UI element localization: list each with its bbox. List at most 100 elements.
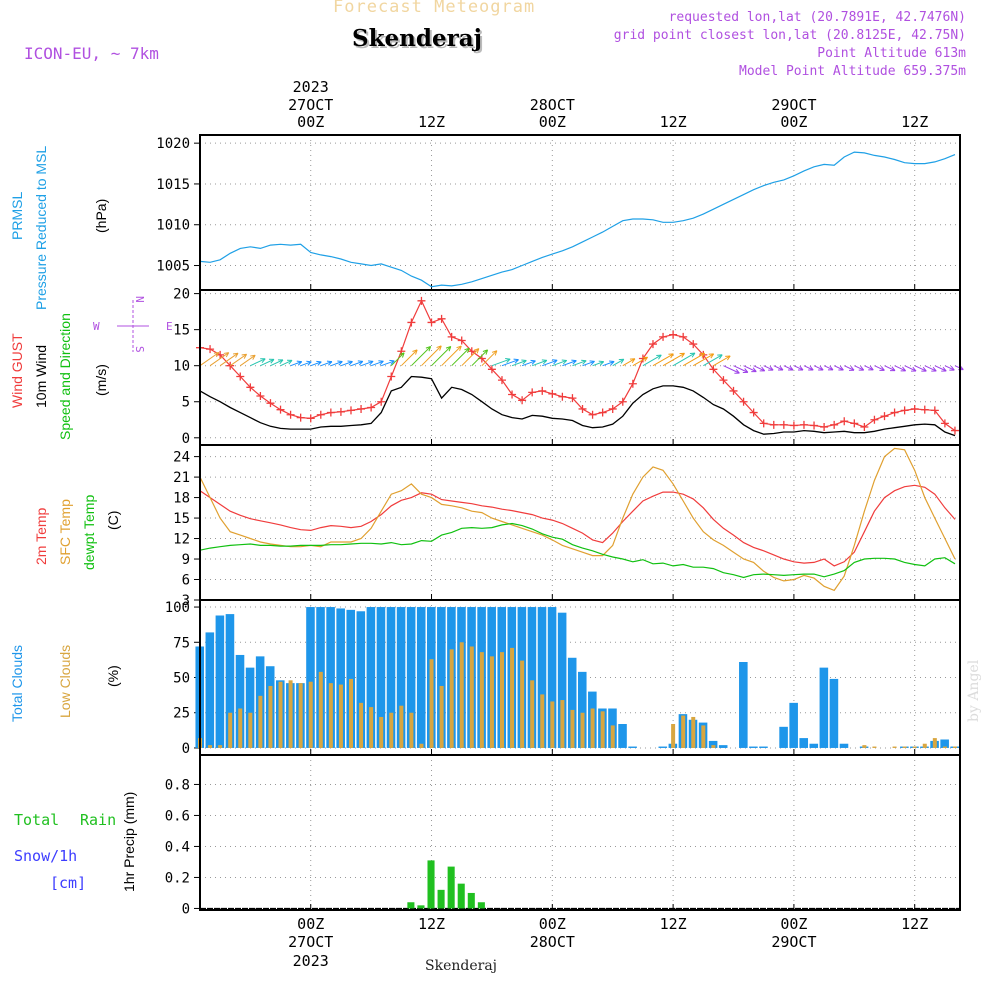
wind-direction-arrow	[562, 360, 577, 367]
wind-direction-arrow	[833, 365, 844, 371]
low-cloud-bar	[520, 660, 525, 748]
wind-direction-arrow	[411, 346, 431, 367]
rain-bar	[437, 889, 445, 909]
low-cloud-bar	[540, 694, 545, 748]
top-hour-label: 00Z	[539, 113, 566, 131]
compass-north: N	[133, 296, 146, 303]
wind-direction-arrow	[340, 361, 353, 367]
wind-direction-arrow	[632, 356, 648, 367]
wind-direction-arrow	[280, 359, 293, 367]
wind-direction-arrow	[733, 365, 749, 373]
gust-marker	[508, 390, 517, 399]
gust-marker	[236, 372, 245, 381]
total-cloud-bar	[799, 738, 809, 748]
wind-arrow-head	[561, 359, 568, 365]
total-cloud-bar	[215, 615, 225, 748]
wind-direction-arrow	[582, 360, 595, 367]
gust-marker	[316, 410, 325, 419]
wind-direction-arrow	[682, 352, 705, 367]
wind-arrow-head	[879, 366, 885, 371]
wind-direction-arrow	[270, 359, 284, 367]
wind-arrow-head	[425, 345, 432, 352]
total-cloud-bar	[245, 667, 255, 748]
wind-arrow-head	[296, 360, 303, 366]
gust-label: Wind GUST	[9, 333, 25, 408]
wind-direction-arrow	[944, 365, 955, 371]
wind-direction-arrow	[481, 350, 498, 367]
low-cloud-bar	[922, 743, 927, 748]
low-cloud-label: Low Clouds	[57, 645, 73, 718]
wind-arrow-head	[921, 366, 927, 372]
total-cloud-bar	[789, 702, 798, 748]
precip-unit: 1hr Precip (mm)	[121, 792, 137, 892]
wind-direction-arrow	[703, 354, 723, 367]
wind-direction-arrow	[854, 365, 864, 371]
wind-arrow-head	[742, 368, 749, 373]
gust-marker	[558, 392, 567, 401]
y-tick-label: 9	[182, 552, 190, 568]
y-tick-label: 20	[173, 287, 190, 303]
low-cloud-bar	[560, 700, 565, 748]
bottom-hour-label: 00Z	[297, 915, 324, 933]
wind-direction-arrow	[572, 360, 587, 367]
top-hour-label: 12Z	[418, 113, 445, 131]
wind-direction-arrow	[471, 349, 488, 367]
wind-arrow-head	[598, 360, 605, 366]
wind-direction-arrow	[400, 349, 418, 367]
gust-marker	[518, 396, 527, 405]
gust-marker	[940, 419, 949, 428]
wind-direction-arrow	[723, 365, 740, 374]
gust-marker	[789, 421, 798, 430]
gust-marker	[326, 408, 335, 417]
precip-snow-label: Snow/1h	[14, 847, 77, 865]
gust-marker	[548, 389, 557, 398]
gust-marker	[387, 372, 396, 381]
gust-marker	[538, 386, 547, 395]
footer-location: Skenderaj	[425, 958, 498, 974]
wind-direction-arrow	[532, 359, 547, 367]
wind-direction-arrow	[783, 365, 794, 371]
gust-marker	[860, 422, 869, 431]
wind-arrow-head	[900, 366, 907, 372]
low-cloud-bar	[691, 716, 696, 748]
wind-arrow-head	[717, 354, 723, 360]
wind-direction-arrow	[260, 358, 275, 367]
wind-direction-arrow	[542, 359, 558, 367]
y-tick-label: 100	[165, 600, 190, 616]
y-tick-label: 1010	[156, 218, 190, 234]
gust-marker	[689, 340, 698, 349]
total-cloud-bar	[326, 607, 335, 748]
wind-direction-arrow	[642, 354, 662, 367]
low-cloud-bar	[550, 701, 555, 748]
wind-unit: (m/s)	[93, 364, 109, 396]
low-cloud-bar	[711, 745, 716, 748]
low-cloud-bar	[369, 707, 374, 748]
wind-arrow-head	[223, 352, 230, 358]
wind-direction-arrow	[451, 347, 470, 367]
gust-marker	[528, 388, 537, 397]
wind-arrow-head	[541, 359, 548, 365]
total-cloud-bar	[396, 607, 406, 748]
gust-marker	[256, 391, 265, 400]
total-cloud-bar	[819, 667, 829, 748]
total-cloud-bar	[406, 607, 416, 748]
wind-arrow-head	[911, 366, 917, 372]
wind-arrow-head	[306, 360, 312, 366]
low-cloud-bar	[419, 743, 424, 748]
location-title: Skenderaj	[352, 25, 482, 52]
low-cloud-bar	[208, 745, 213, 748]
gust-marker	[779, 420, 788, 429]
gust-marker	[377, 397, 386, 406]
wind-direction-arrow	[421, 345, 442, 367]
total-cloud-bar	[940, 739, 949, 748]
top-hour-label: 00Z	[297, 113, 324, 131]
wind-direction-arrow	[874, 365, 885, 371]
wind-direction-arrow	[914, 365, 927, 372]
wind-direction-arrow	[813, 365, 824, 371]
top-hour-label: 12Z	[901, 113, 928, 131]
chart-subtitle: Forecast Meteogram	[333, 0, 536, 17]
requested-coords: requested lon,lat (20.7891E, 42.7476N)	[668, 10, 966, 25]
gust-marker	[659, 332, 668, 341]
gust-marker	[830, 420, 839, 429]
bottom-hour-label: 12Z	[901, 915, 928, 933]
